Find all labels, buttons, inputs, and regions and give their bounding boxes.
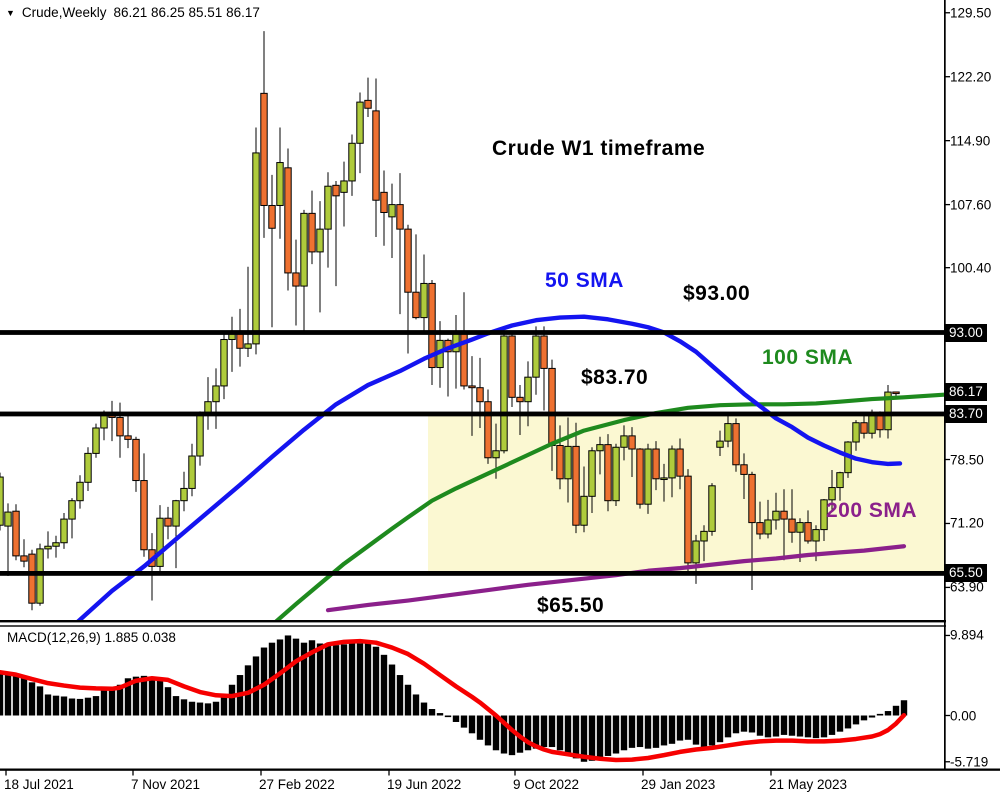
annotation-level-6550: $65.50: [537, 594, 605, 617]
ohlc-quote: 86.21 86.25 85.51 86.17: [113, 5, 260, 20]
annotation-level-8370: $83.70: [581, 366, 649, 389]
date-axis-label: 29 Jan 2023: [641, 777, 716, 792]
annotation-sma50-label: 50 SMA: [545, 269, 624, 292]
price-axis-label: 100.40: [950, 260, 992, 276]
date-axis-label: 9 Oct 2022: [513, 777, 580, 792]
annotation-sma100-label: 100 SMA: [762, 346, 854, 369]
price-axis-badge: 65.50: [945, 564, 987, 583]
date-axis-label: 27 Feb 2022: [259, 777, 335, 792]
price-axis-label: 63.90: [950, 579, 984, 595]
date-axis-label: 19 Jun 2022: [387, 777, 462, 792]
macd-axis-label: -5.719: [950, 754, 989, 770]
annotation-timeframe: Crude W1 timeframe: [492, 137, 706, 160]
symbol-title: Crude,Weekly: [21, 5, 107, 20]
horizontal-level-line: [0, 571, 948, 576]
price-axis-label: 114.90: [950, 133, 991, 149]
price-axis-label: 129.50: [950, 5, 992, 21]
price-axis-badge: 93.00: [945, 323, 987, 342]
price-axis-label: 78.50: [950, 452, 984, 468]
price-axis-label: 122.20: [950, 69, 992, 85]
date-axis-label: 7 Nov 2021: [131, 777, 201, 792]
date-axis-label: 21 May 2023: [769, 777, 848, 792]
macd-axis-label: 9.894: [950, 627, 984, 643]
macd-indicator-label: MACD(12,26,9) 1.885 0.038: [7, 630, 176, 645]
horizontal-level-line: [0, 330, 948, 335]
annotation-sma200-label: 200 SMA: [826, 499, 918, 522]
price-axis-badge: 83.70: [945, 404, 987, 423]
symbol-dropdown-icon[interactable]: ▼: [6, 7, 15, 18]
horizontal-level-line: [0, 411, 948, 417]
price-axis-badge: 86.17: [945, 383, 987, 402]
macd-axis-label: 0.00: [950, 708, 977, 723]
date-axis-label: 18 Jul 2021: [4, 777, 74, 792]
chart-header: ▼ Crude,Weekly 86.21 86.25 85.51 86.17: [6, 5, 260, 20]
annotation-level-93: $93.00: [683, 282, 751, 305]
price-axis-label: 107.60: [950, 197, 992, 213]
price-axis-label: 71.20: [950, 515, 984, 531]
